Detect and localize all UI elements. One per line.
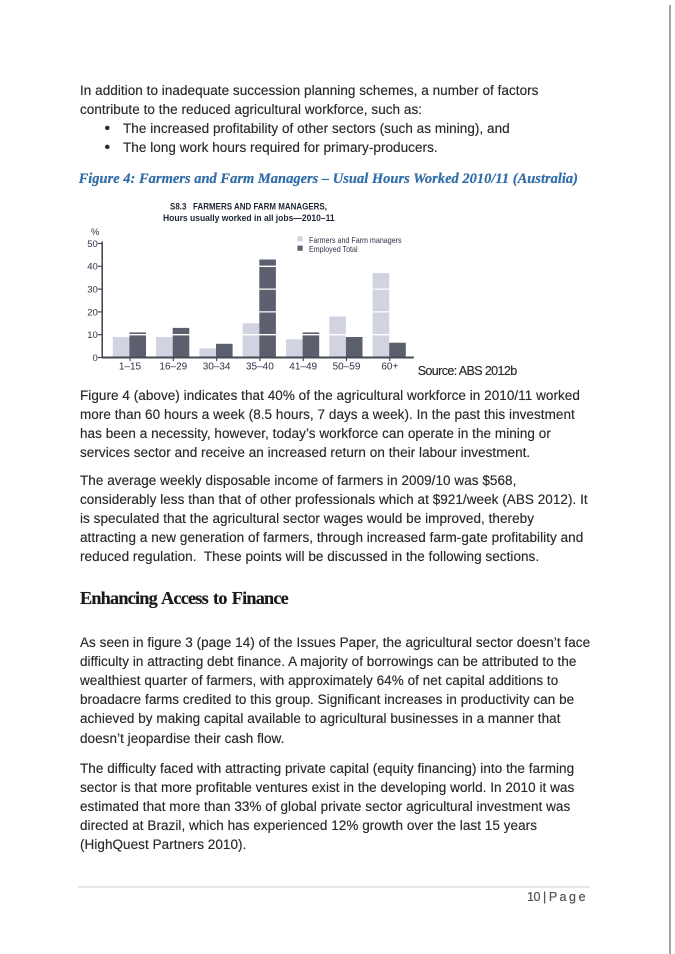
svg-text:%: % xyxy=(91,227,100,238)
svg-text:Farmers and Farm managers: Farmers and Farm managers xyxy=(309,235,402,245)
svg-text:20: 20 xyxy=(87,307,98,318)
svg-text:40: 40 xyxy=(87,262,98,273)
svg-text:1–15: 1–15 xyxy=(119,361,142,372)
svg-text:Hours usually worked in all jo: Hours usually worked in all jobs—2010–11 xyxy=(163,213,335,224)
svg-text:S8.3 FARMERS AND FARM MANAGE: S8.3 FARMERS AND FARM MANAGERS, xyxy=(170,201,327,212)
svg-text:50: 50 xyxy=(87,239,98,250)
svg-text:35–40: 35–40 xyxy=(246,361,274,372)
svg-text:60+: 60+ xyxy=(381,361,398,372)
svg-text:41–49: 41–49 xyxy=(289,361,317,372)
svg-text:16–29: 16–29 xyxy=(159,361,187,372)
svg-text:10: 10 xyxy=(87,330,98,341)
svg-text:30–34: 30–34 xyxy=(203,361,231,372)
svg-text:0: 0 xyxy=(93,353,98,364)
svg-text:30: 30 xyxy=(87,285,98,296)
svg-text:50–59: 50–59 xyxy=(333,361,361,372)
svg-text:Employed Total: Employed Total xyxy=(309,245,358,255)
